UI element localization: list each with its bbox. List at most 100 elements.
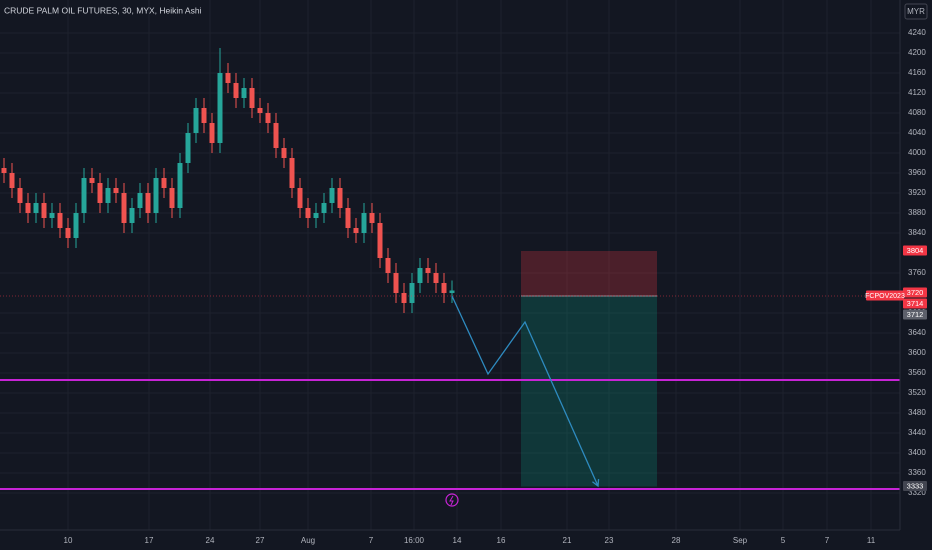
candle-body bbox=[297, 188, 303, 208]
y-tick-label: 3560 bbox=[908, 368, 926, 377]
candle-body bbox=[17, 188, 23, 203]
y-tick-label: 4120 bbox=[908, 88, 926, 97]
candle-body bbox=[337, 188, 343, 208]
candle-body bbox=[153, 178, 159, 213]
candle-body bbox=[393, 273, 399, 293]
candle-body bbox=[369, 213, 375, 223]
candle-body bbox=[225, 73, 231, 83]
candle-body bbox=[129, 208, 135, 223]
currency-button[interactable] bbox=[904, 3, 928, 20]
price-label-box bbox=[903, 298, 927, 309]
candle-body bbox=[137, 193, 143, 208]
price-label: 3712 bbox=[907, 310, 924, 319]
price-label: 3720 bbox=[907, 288, 924, 297]
candle-body bbox=[417, 268, 423, 283]
y-tick-label: 3840 bbox=[908, 228, 926, 237]
candle-body bbox=[185, 133, 191, 163]
candle-body bbox=[345, 208, 351, 228]
candle-body bbox=[281, 148, 287, 158]
price-label: 3714 bbox=[907, 299, 924, 308]
candle-body bbox=[257, 108, 263, 113]
event-icon-bolt bbox=[449, 495, 454, 506]
x-tick-label: 21 bbox=[563, 536, 572, 545]
candle-body bbox=[241, 88, 247, 98]
x-tick-label: 7 bbox=[825, 536, 830, 545]
candle-body bbox=[313, 213, 319, 218]
y-tick-label: 4080 bbox=[908, 108, 926, 117]
candle-body bbox=[289, 158, 295, 188]
candle-body bbox=[409, 283, 415, 303]
candle-body bbox=[105, 188, 111, 203]
candle-body bbox=[353, 228, 359, 233]
x-tick-label: Aug bbox=[301, 536, 315, 545]
projection-arrowhead bbox=[592, 478, 600, 488]
y-tick-label: 4040 bbox=[908, 128, 926, 137]
y-tick-label: 3480 bbox=[908, 408, 926, 417]
event-icon[interactable] bbox=[445, 493, 459, 507]
x-tick-label: 7 bbox=[369, 536, 374, 545]
projection-path bbox=[451, 295, 599, 487]
y-tick-label: 3440 bbox=[908, 428, 926, 437]
y-tick-label: 3600 bbox=[908, 348, 926, 357]
candle-body bbox=[57, 213, 63, 228]
chart-title: CRUDE PALM OIL FUTURES, 30, MYX, Heikin … bbox=[4, 5, 202, 15]
candle-body bbox=[145, 193, 151, 213]
candle-body bbox=[433, 273, 439, 283]
candle-body bbox=[329, 188, 335, 203]
x-tick-label: 24 bbox=[206, 536, 215, 545]
y-tick-label: 3520 bbox=[908, 388, 926, 397]
candle-body bbox=[97, 183, 103, 203]
y-tick-label: 3320 bbox=[908, 488, 926, 497]
x-tick-label: 5 bbox=[781, 536, 786, 545]
y-tick-label: 3640 bbox=[908, 328, 926, 337]
candle-body bbox=[9, 173, 15, 188]
candle-body bbox=[73, 213, 79, 238]
x-tick-label: 10 bbox=[64, 536, 73, 545]
candle-body bbox=[49, 213, 55, 218]
currency[interactable]: MYR bbox=[907, 7, 925, 16]
candle-body bbox=[265, 113, 271, 123]
candle-body bbox=[65, 228, 71, 238]
candle-body bbox=[121, 193, 127, 223]
x-tick-label: 16:00 bbox=[404, 536, 425, 545]
candle-body bbox=[217, 73, 223, 143]
candle-body bbox=[177, 163, 183, 208]
candle-body bbox=[169, 188, 175, 208]
candle-body bbox=[377, 223, 383, 258]
target-zone bbox=[521, 296, 657, 487]
stop-zone bbox=[521, 251, 657, 296]
candle-body bbox=[249, 88, 255, 108]
price-label: 3804 bbox=[907, 246, 924, 255]
x-tick-label: 11 bbox=[867, 536, 876, 545]
x-tick-label: Sep bbox=[733, 536, 748, 545]
candle-body bbox=[41, 203, 47, 218]
x-tick-label: 17 bbox=[145, 536, 154, 545]
candle-body bbox=[273, 123, 279, 148]
candle-body bbox=[33, 203, 39, 213]
candle-body bbox=[425, 268, 431, 273]
candle-body bbox=[25, 203, 31, 213]
y-tick-label: 4160 bbox=[908, 68, 926, 77]
y-tick-label: 4200 bbox=[908, 48, 926, 57]
candle-body bbox=[441, 283, 447, 293]
candle-body bbox=[1, 168, 7, 173]
candle-body bbox=[201, 108, 207, 123]
candle-body bbox=[385, 258, 391, 273]
y-tick-label: 3880 bbox=[908, 208, 926, 217]
candle-body bbox=[361, 213, 367, 233]
x-tick-label: 27 bbox=[256, 536, 265, 545]
candle-body bbox=[113, 188, 119, 193]
candle-body bbox=[209, 123, 215, 143]
x-tick-label: 23 bbox=[605, 536, 614, 545]
y-tick-label: 3760 bbox=[908, 268, 926, 277]
candle-body bbox=[233, 83, 239, 98]
candle-body bbox=[321, 203, 327, 213]
candle-body bbox=[89, 178, 95, 183]
candle-body bbox=[81, 178, 87, 213]
y-tick-label: 3920 bbox=[908, 188, 926, 197]
symbol-label-box bbox=[866, 290, 904, 301]
price-label-box bbox=[903, 481, 927, 491]
x-tick-label: 28 bbox=[672, 536, 681, 545]
